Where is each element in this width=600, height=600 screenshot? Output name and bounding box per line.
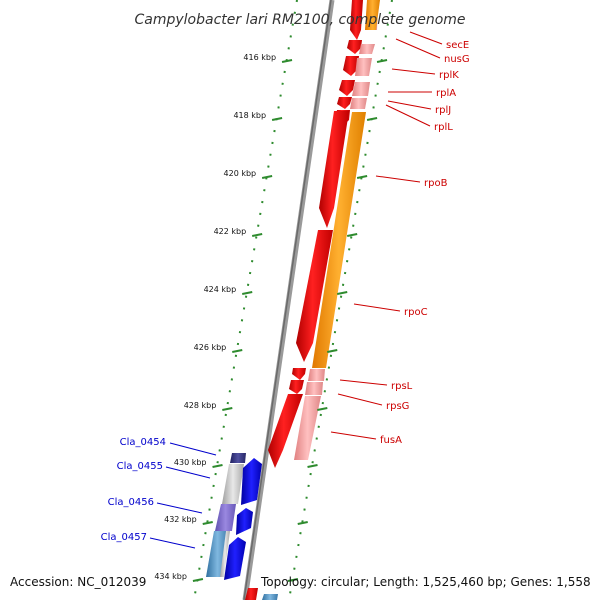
tick-mark-right [376,59,388,63]
tick-mark-left [192,578,204,582]
gene-label-Cla_0456[interactable]: Cla_0456 [108,497,154,508]
gene-label-secE[interactable]: secE [446,40,469,51]
gene-block-Cla_0456[interactable] [215,504,236,531]
leader-line [385,104,431,127]
tick-mark-left [251,233,263,237]
gene-block-rplJ[interactable] [337,97,352,109]
gene-block-rpoC[interactable] [296,230,333,362]
tick-label: 430 kbp [174,458,207,467]
gene-block-rplK[interactable] [343,56,359,76]
leader-line [375,175,421,183]
leader-line [387,100,432,110]
gene-label-fusA[interactable]: fusA [380,435,402,446]
tick-mark-right [356,175,368,179]
gene-label-Cla_0454[interactable]: Cla_0454 [120,437,166,448]
leader-line [169,442,217,456]
tick-mark-left [271,117,283,121]
gene-label-rpoB[interactable]: rpoB [424,178,448,189]
leader-line [330,431,377,440]
gene-label-rplK[interactable]: rplK [439,70,459,81]
leader-line [165,466,211,479]
leader-line [391,68,436,75]
tick-mark-right [317,407,328,411]
tick-label: 422 kbp [214,227,247,236]
tick-label: 420 kbp [224,169,257,178]
genome-backbone [242,0,335,600]
tick-mark-left [232,349,243,353]
tick-label: 428 kbp [184,401,217,410]
leader-line [395,38,441,59]
gene-label-rpsG[interactable]: rpsG [386,401,409,412]
gene-block-rpsG[interactable] [289,380,304,394]
genome-summary-text: Topology: circular; Length: 1,525,460 bp… [260,575,591,589]
tick-label: 418 kbp [233,111,266,120]
gene-label-rplA[interactable]: rplA [436,88,456,99]
tick-mark-left [222,407,233,411]
gene-label-rplL[interactable]: rplL [434,122,453,133]
tick-mark-left [281,59,293,63]
map-title: Campylobacter lari RM2100, complete geno… [134,12,465,28]
feature-tracks [206,0,380,600]
tick-label: 416 kbp [243,53,276,62]
tick-mark-right [327,349,338,353]
leader-line [149,537,196,549]
tick-label: 432 kbp [164,515,197,524]
tick-label: 424 kbp [204,285,237,294]
gene-label-rplJ[interactable]: rplJ [435,105,451,116]
tick-marks: 416 kbp 418 kbp 420 kbp 422 kbp 424 kbp 426 k… [154,53,388,582]
gene-label-rpoC[interactable]: rpoC [404,307,428,318]
gene-label-rpsL[interactable]: rpsL [391,381,413,392]
gene-label-nusG[interactable]: nusG [444,54,470,65]
gene-block-rpoB[interactable] [319,111,349,228]
gene-block-bottom[interactable] [245,588,258,600]
gene-block-rpsL[interactable] [292,368,306,380]
tick-mark-right [297,521,308,525]
tick-mark-right [287,578,299,582]
leader-line [409,31,443,45]
tick-mark-left [212,464,223,468]
gene-block-secE[interactable] [350,0,363,40]
gene-block-Cla_0454[interactable] [230,453,246,463]
tick-mark-right [366,117,378,121]
tick-mark-left [202,521,213,525]
gene-labels: secE nusG rplK rplA rplJ rplL rpoB rpoC rpsL rpsG… [101,31,470,549]
leader-line [339,379,388,386]
tick-mark-left [261,175,273,179]
gene-block-rplA[interactable] [339,80,355,96]
accession-text: Accession: NC_012039 [10,575,146,589]
leader-line [156,502,203,514]
tick-label: 426 kbp [194,343,227,352]
tick-mark-right [337,291,348,295]
tick-mark-right [307,464,318,468]
gene-label-Cla_0455[interactable]: Cla_0455 [117,461,163,472]
gene-block-Cla_0455[interactable] [241,458,262,505]
tick-label: 434 kbp [154,572,187,581]
gene-block-fusA[interactable] [268,394,303,468]
gene-label-Cla_0457[interactable]: Cla_0457 [101,532,147,543]
leader-line [353,303,401,312]
tick-mark-left [242,291,253,295]
tick-mark-right [346,233,358,237]
leader-line [337,393,383,406]
gene-block-nusG[interactable] [347,40,362,54]
